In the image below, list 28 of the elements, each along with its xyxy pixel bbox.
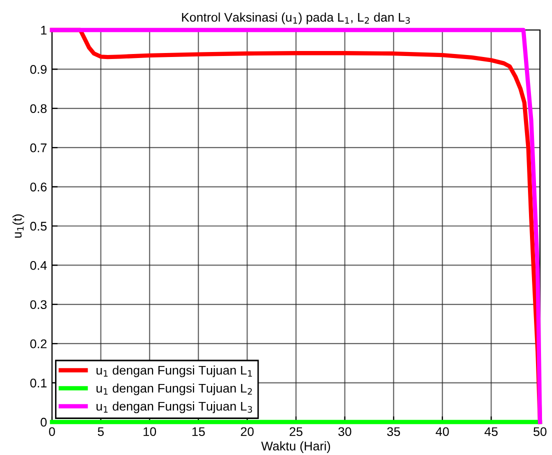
y-tick-label: 0: [40, 418, 47, 427]
x-tick-label: 15: [192, 427, 205, 436]
x-tick-label: 0: [49, 427, 55, 436]
y-tick-label: 0.1: [30, 378, 47, 388]
legend-label: u$_{1}$ dengan Fungsi Tujuan L$_{3}$: [96, 402, 252, 414]
y-tick-label: 0.7: [30, 143, 47, 152]
x-tick-label: 25: [290, 427, 302, 436]
x-tick-label: 45: [484, 427, 498, 436]
x-tick-label: 5: [98, 427, 104, 436]
y-tick-label: 0.6: [30, 182, 47, 192]
y-tick-label: 0.2: [30, 339, 47, 348]
y-tick-label: 0.9: [30, 65, 47, 74]
legend-label: u$_{1}$ dengan Fungsi Tujuan L$_{2}$: [96, 384, 252, 396]
x-tick-label: 40: [436, 427, 449, 436]
y-axis-title: u$_{1}$(t): [12, 214, 24, 238]
x-tick-label: 20: [240, 427, 254, 436]
y-tick-label: 0.4: [30, 261, 47, 270]
y-tick-label: 0.5: [30, 222, 47, 231]
x-tick-label: 50: [534, 427, 546, 436]
x-axis-title: Waktu (Hari): [261, 441, 330, 453]
legend-label: u$_{1}$ dengan Fungsi Tujuan L$_{1}$: [96, 366, 252, 378]
x-tick-label: 30: [338, 427, 352, 436]
y-tick-label: 1: [41, 26, 47, 35]
x-tick-label: 10: [144, 427, 156, 436]
y-tick-label: 0.8: [30, 104, 47, 114]
chart-title: Kontrol Vaksinasi (u$_{1}$) pada L$_{1}$, L$_{2}$ dan L$_{3}$: [182, 12, 410, 24]
y-tick-label: 0.3: [30, 300, 47, 310]
x-tick-label: 35: [387, 427, 400, 436]
